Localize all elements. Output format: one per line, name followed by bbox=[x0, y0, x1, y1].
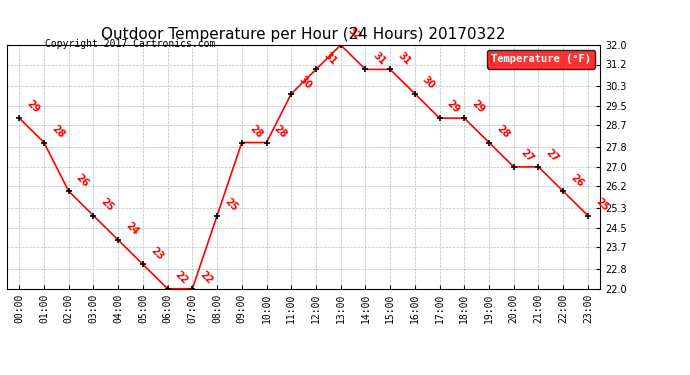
Text: 22: 22 bbox=[173, 269, 190, 286]
Text: 28: 28 bbox=[50, 123, 66, 140]
Text: Copyright 2017 Cartronics.com: Copyright 2017 Cartronics.com bbox=[45, 39, 215, 50]
Text: 30: 30 bbox=[297, 74, 313, 91]
Text: 28: 28 bbox=[495, 123, 511, 140]
Text: 22: 22 bbox=[198, 269, 215, 286]
Text: 26: 26 bbox=[75, 172, 91, 189]
Text: 24: 24 bbox=[124, 220, 140, 237]
Text: 31: 31 bbox=[322, 50, 338, 67]
Text: 27: 27 bbox=[520, 147, 536, 164]
Text: 31: 31 bbox=[395, 50, 413, 67]
Text: 29: 29 bbox=[25, 99, 41, 116]
Text: 32: 32 bbox=[346, 26, 363, 42]
Legend: Temperature (°F): Temperature (°F) bbox=[486, 50, 595, 69]
Text: 26: 26 bbox=[569, 172, 585, 189]
Text: 25: 25 bbox=[223, 196, 239, 213]
Title: Outdoor Temperature per Hour (24 Hours) 20170322: Outdoor Temperature per Hour (24 Hours) … bbox=[101, 27, 506, 42]
Text: 30: 30 bbox=[420, 74, 437, 91]
Text: 29: 29 bbox=[470, 99, 486, 116]
Text: 29: 29 bbox=[445, 99, 462, 116]
Text: 28: 28 bbox=[247, 123, 264, 140]
Text: 25: 25 bbox=[593, 196, 610, 213]
Text: 23: 23 bbox=[148, 245, 165, 262]
Text: 31: 31 bbox=[371, 50, 388, 67]
Text: 27: 27 bbox=[544, 147, 561, 164]
Text: 25: 25 bbox=[99, 196, 116, 213]
Text: 28: 28 bbox=[272, 123, 289, 140]
